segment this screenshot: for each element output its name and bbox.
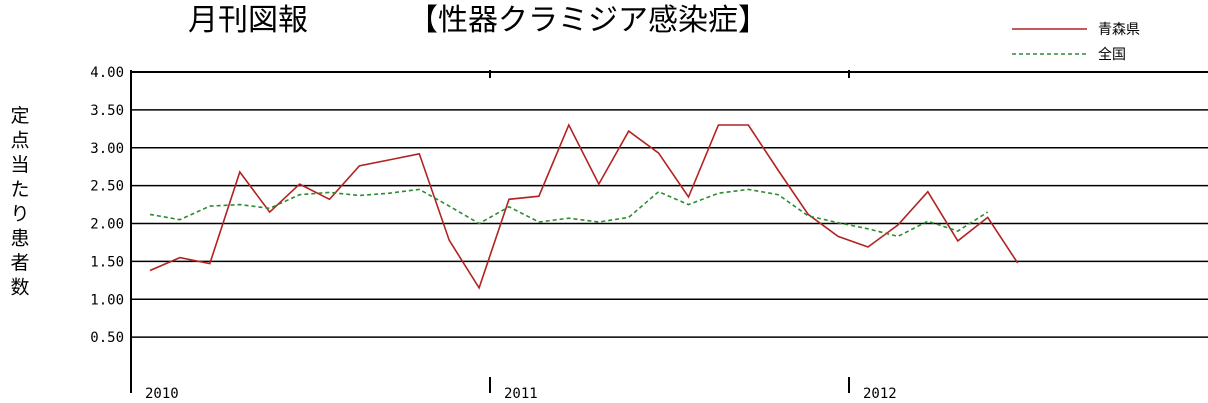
- y-tick-label: 2.00: [90, 217, 124, 233]
- y-tick-label: 1.50: [90, 254, 124, 270]
- x-tick-label: 2011: [504, 386, 538, 402]
- x-tick-label: 2010: [145, 386, 179, 402]
- y-tick-label: 0.50: [90, 330, 124, 346]
- x-tick-labels: 2010 2011 2012: [130, 70, 897, 402]
- y-tick-label: 1.00: [90, 292, 124, 308]
- chart-title: 月刊図報: [188, 3, 308, 38]
- x-tick-label: 2012: [863, 386, 897, 402]
- legend-label-aomori: 青森県: [1098, 22, 1140, 38]
- y-axis-label-char: り: [10, 203, 29, 225]
- y-axis-label-char: 数: [10, 277, 29, 299]
- y-tick-label: 4.00: [90, 65, 124, 81]
- y-tick-label: 3.00: [90, 141, 124, 157]
- series-lines: [149, 123, 1019, 290]
- y-tick-labels: 4.00 3.50 3.00 2.50 2.00 1.50 1.00 0.50: [90, 65, 124, 346]
- y-axis-label-char: 定: [10, 105, 29, 127]
- chart-subtitle: 【性器クラミジア感染症】: [408, 3, 768, 38]
- y-axis-label-char: 者: [10, 252, 29, 274]
- legend-label-national: 全国: [1098, 46, 1126, 63]
- series-line-aomori: [149, 123, 1019, 290]
- y-axis-label-char: 患: [10, 228, 29, 250]
- legend: 青森県 全国: [1012, 22, 1140, 63]
- grid-lines: [130, 71, 1208, 390]
- y-tick-label: 3.50: [90, 103, 124, 119]
- y-axis-label-char: た: [10, 179, 29, 201]
- y-axis-label-char: 当: [10, 154, 29, 176]
- y-axis-label-char: 点: [10, 130, 29, 152]
- y-tick-label: 2.50: [90, 179, 124, 195]
- series-line-national: [149, 188, 989, 238]
